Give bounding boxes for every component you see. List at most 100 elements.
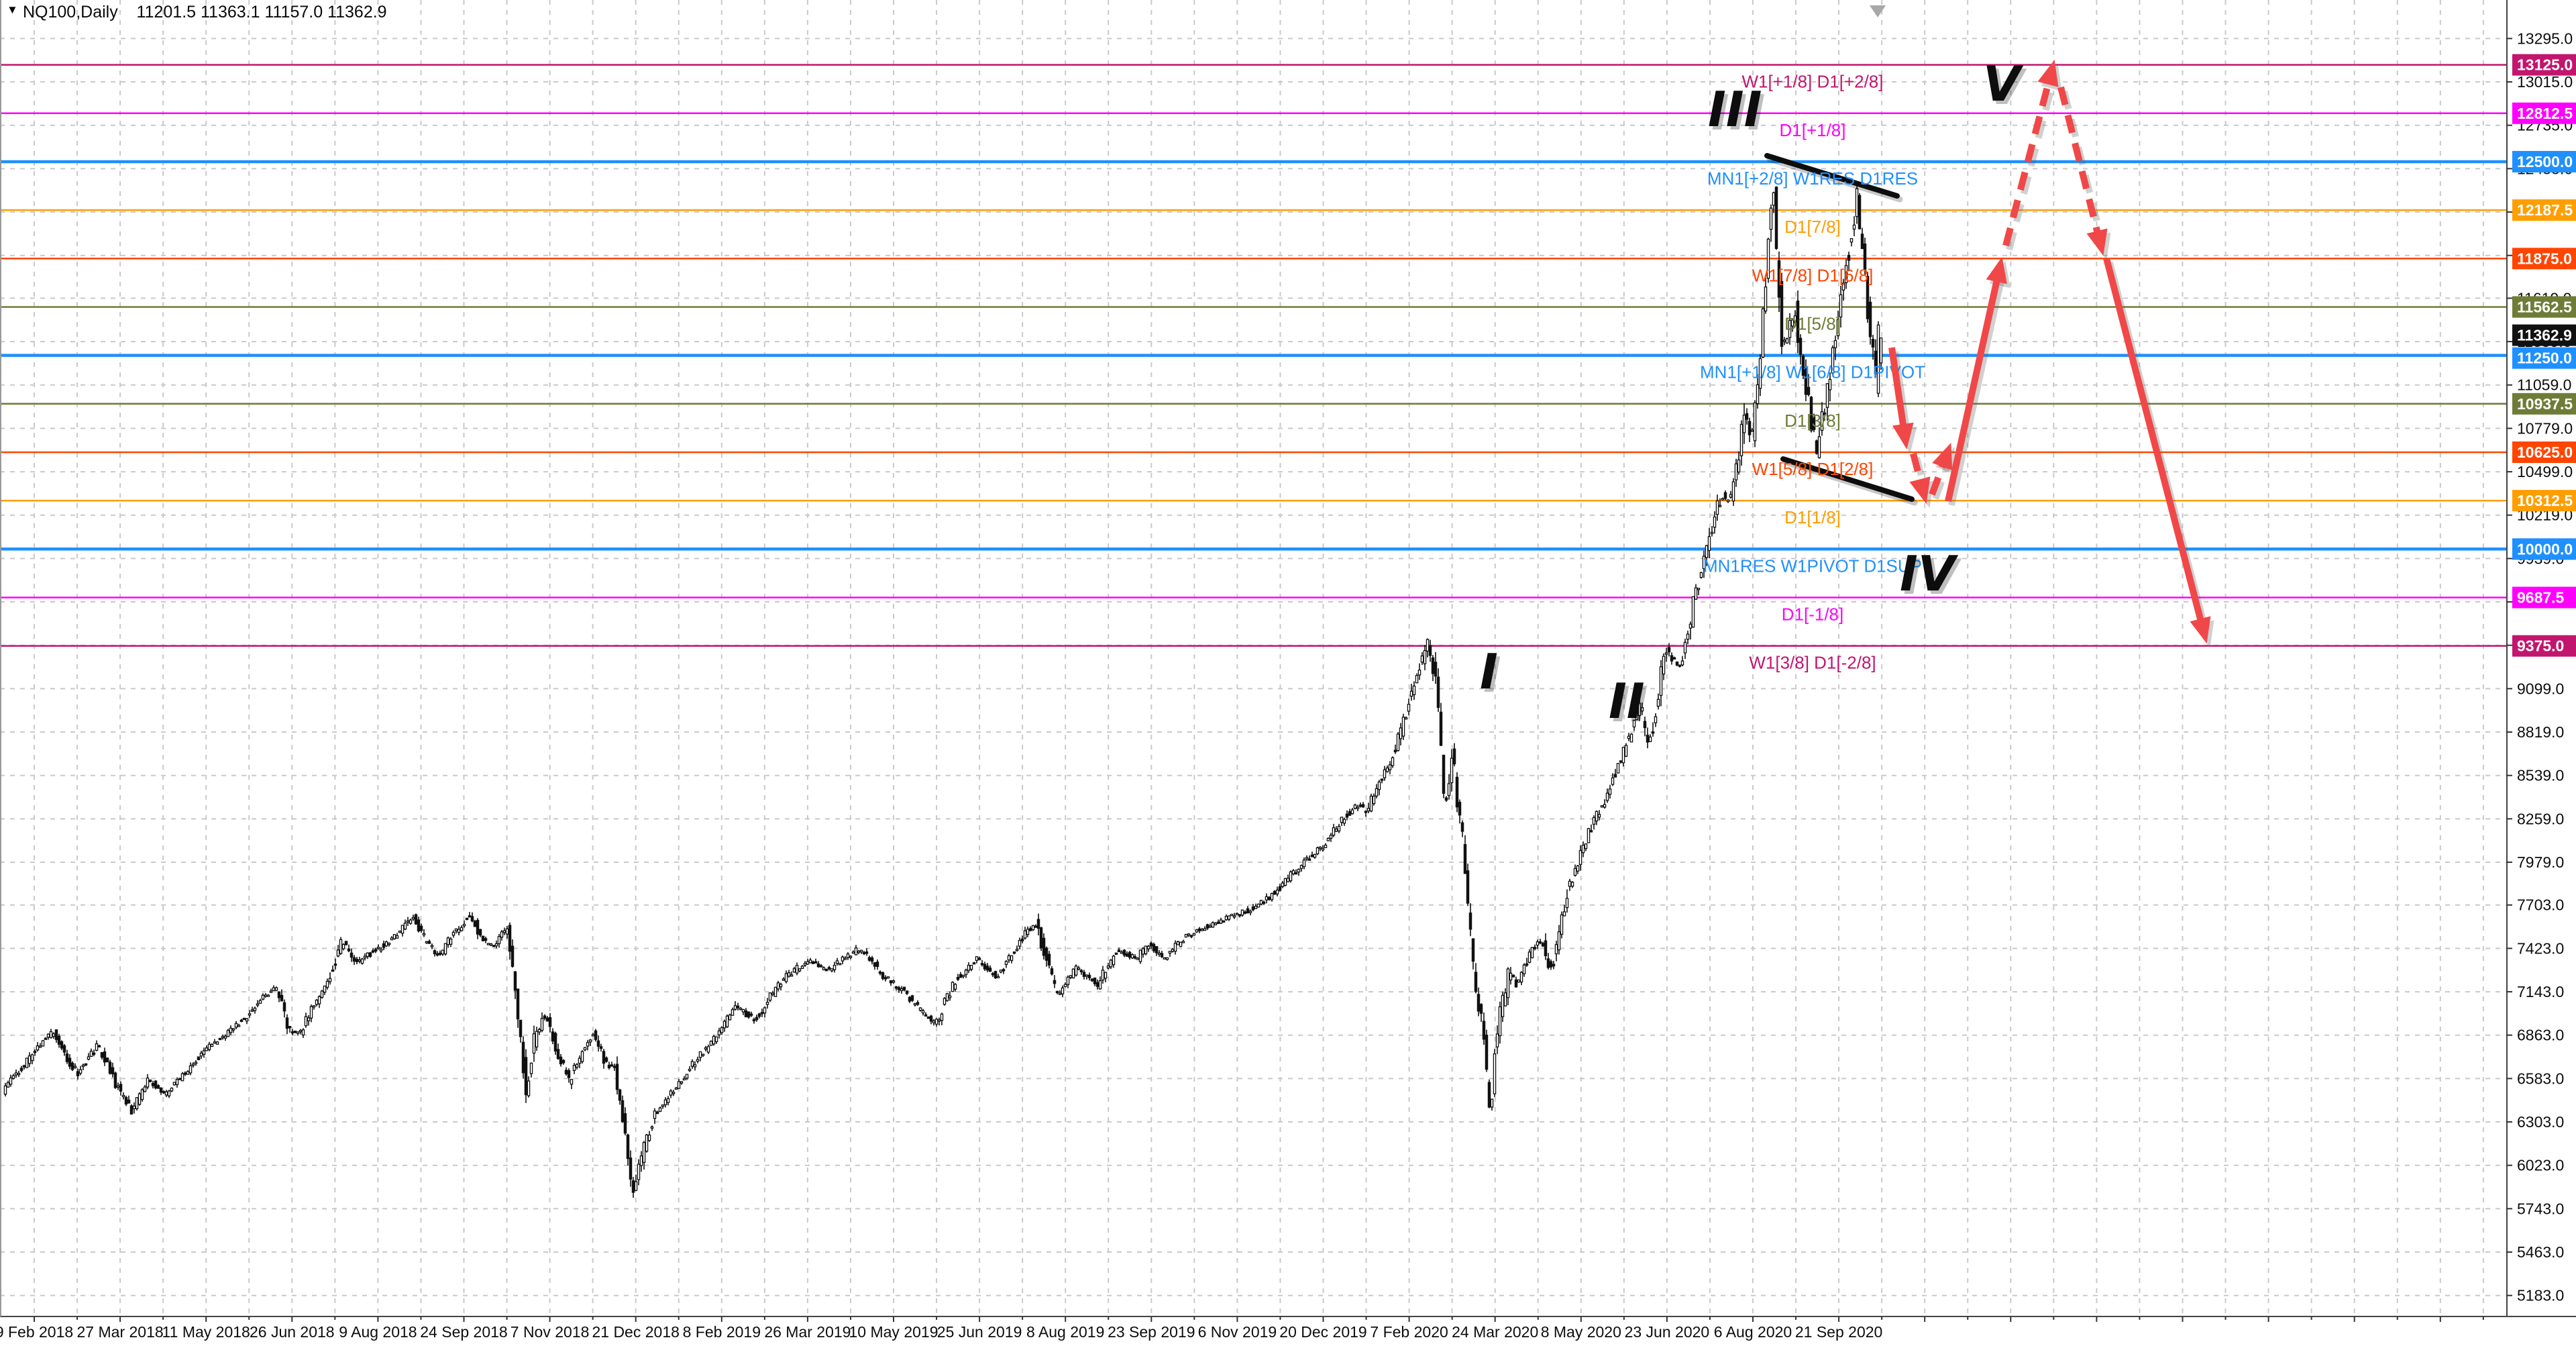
candle-body xyxy=(81,1064,85,1068)
candle-body xyxy=(1149,942,1153,947)
candle-body xyxy=(84,1063,88,1066)
candle-body xyxy=(111,1067,115,1075)
date-tick-label: 23 Sep 2019 xyxy=(1108,1323,1195,1341)
candle-body xyxy=(615,1064,619,1090)
candle-body xyxy=(913,1003,917,1006)
candle-body xyxy=(457,929,461,933)
candle-body xyxy=(1785,338,1789,344)
candle-body xyxy=(814,961,818,964)
ohlc-values: 11201.5 11363.1 11157.0 11362.9 xyxy=(136,3,387,21)
candle-body xyxy=(368,952,372,957)
candle-body xyxy=(1460,822,1464,832)
candle-body xyxy=(999,970,1003,973)
candle-body xyxy=(398,931,402,933)
candle-body xyxy=(1189,935,1193,937)
candle-body xyxy=(1015,949,1019,951)
candle-body xyxy=(1643,721,1647,729)
wave-label: V xyxy=(1983,56,2024,112)
candle-body xyxy=(1718,505,1722,507)
candle-body xyxy=(1654,716,1658,723)
candle-body xyxy=(280,994,284,1002)
candle-body xyxy=(1128,951,1132,958)
wave-label-shadow: I xyxy=(1483,647,1501,703)
chart-menu-arrow-icon[interactable]: ▼ xyxy=(7,3,18,16)
candle-body xyxy=(175,1079,179,1086)
price-badge xyxy=(2512,324,2576,346)
price-tick-label: 9099.0 xyxy=(2517,680,2564,697)
murrey-level-label: D1[5/8] xyxy=(1784,313,1841,333)
candle-body xyxy=(1168,951,1172,954)
candle-body xyxy=(588,1039,592,1043)
candle-body xyxy=(524,1057,528,1096)
candle-body xyxy=(508,925,512,952)
candle-body xyxy=(1541,943,1545,947)
candle-body xyxy=(752,1019,756,1022)
candle-body xyxy=(663,1099,667,1106)
candle-body xyxy=(285,1017,289,1029)
candle-body xyxy=(513,971,517,991)
price-tick-label: 7703.0 xyxy=(2517,896,2564,914)
candle-body xyxy=(1235,913,1239,916)
candle-body xyxy=(985,966,989,971)
candle-body xyxy=(1570,882,1574,887)
candle-body xyxy=(207,1043,211,1050)
candle-body xyxy=(862,951,866,955)
candle-body xyxy=(468,915,472,918)
candle-body xyxy=(293,1030,297,1033)
candle-body xyxy=(290,1031,294,1034)
candle-body xyxy=(567,1070,571,1078)
candle-body xyxy=(218,1037,222,1041)
candle-body xyxy=(1863,244,1867,270)
candle-body xyxy=(1214,923,1218,926)
candle-body xyxy=(129,1105,133,1115)
candle-body xyxy=(489,943,493,946)
candle-body xyxy=(1208,925,1212,928)
candle-body xyxy=(1141,948,1145,955)
candle-body xyxy=(849,955,853,958)
candle-body xyxy=(1342,819,1346,824)
arrow-head xyxy=(1909,476,1931,505)
candle-body xyxy=(1383,769,1387,778)
murrey-level-label: D1[7/8] xyxy=(1784,217,1841,237)
candle-body xyxy=(674,1087,678,1090)
candle-body xyxy=(596,1040,600,1047)
candle-body xyxy=(1517,979,1521,983)
candle-body xyxy=(242,1017,246,1021)
candle-body xyxy=(1632,719,1636,728)
candle-body xyxy=(481,935,485,941)
candle-body xyxy=(838,963,842,966)
candle-body xyxy=(857,950,861,953)
candle-body xyxy=(722,1021,727,1029)
candle-body xyxy=(167,1090,171,1096)
date-tick-label: 7 Nov 2018 xyxy=(511,1323,590,1341)
candle-body xyxy=(937,1019,941,1022)
candle-body xyxy=(1112,955,1116,966)
date-tick-label: 9 Aug 2018 xyxy=(339,1323,417,1341)
candle-body xyxy=(1122,949,1126,955)
price-badge-label: 12500.0 xyxy=(2517,153,2573,170)
candle-body xyxy=(1801,356,1805,376)
arrow-head xyxy=(2037,59,2059,87)
price-tick-label: 11059.0 xyxy=(2517,376,2571,394)
candle-body xyxy=(250,1009,254,1012)
candle-body xyxy=(1002,969,1006,972)
candle-body xyxy=(889,980,893,984)
candle-body xyxy=(1501,994,1505,1017)
candle-body xyxy=(1278,886,1282,891)
candle-body xyxy=(1635,709,1639,721)
candle-body xyxy=(1777,260,1781,298)
candle-body xyxy=(226,1029,230,1037)
murrey-level-label: W1[+1/8] D1[+2/8] xyxy=(1741,72,1883,92)
candle-body xyxy=(1114,952,1118,955)
candle-body xyxy=(1004,961,1008,966)
candle-body xyxy=(449,938,453,945)
candle-body xyxy=(1702,556,1706,570)
murrey-level-label: W1[3/8] D1[-2/8] xyxy=(1749,653,1876,673)
date-tick-label: 21 Dec 2018 xyxy=(592,1323,679,1341)
candle-body xyxy=(527,1080,531,1096)
candle-body xyxy=(1307,858,1311,861)
candle-body xyxy=(900,988,904,992)
candle-body xyxy=(929,1015,933,1022)
